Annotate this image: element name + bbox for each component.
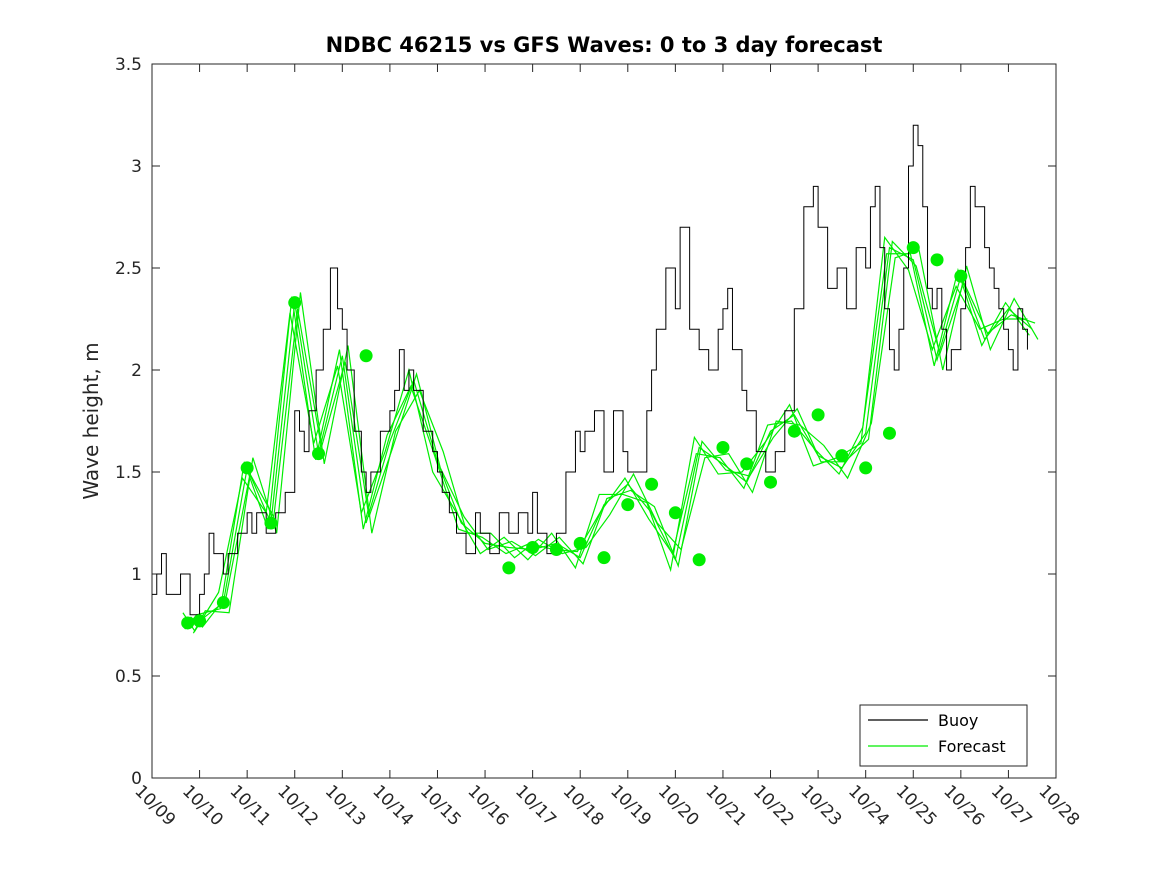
forecast-marker [740, 457, 754, 471]
forecast-marker [811, 408, 825, 422]
forecast-marker [359, 349, 373, 363]
chart-title: NDBC 46215 vs GFS Waves: 0 to 3 day fore… [326, 33, 883, 57]
y-tick-label: 2.5 [115, 259, 142, 279]
forecast-marker [193, 614, 207, 628]
forecast-marker [240, 461, 254, 475]
y-tick-label: 1 [131, 565, 142, 585]
forecast-marker [264, 516, 278, 530]
forecast-marker [764, 475, 778, 489]
legend-box [859, 704, 1028, 767]
buoy-line [152, 124, 1028, 616]
y-tick-label: 3.5 [115, 55, 142, 75]
y-axis-label: Wave height, m [79, 342, 103, 499]
forecast-marker [288, 296, 302, 310]
legend: Buoy Forecast [859, 704, 1028, 767]
y-tick-label: 2 [131, 361, 142, 381]
forecast-marker [549, 543, 563, 557]
forecast-marker [181, 616, 195, 630]
series-layer [152, 124, 1039, 634]
forecast-marker [668, 506, 682, 520]
forecast-marker [954, 269, 968, 283]
forecast-marker [216, 596, 230, 610]
y-axis: 0 0.5 1 1.5 2 2.5 3 3.5 [115, 55, 1056, 789]
forecast-marker [906, 241, 920, 255]
forecast-line [192, 248, 1039, 634]
forecast-marker [573, 536, 587, 550]
forecast-marker [835, 449, 849, 463]
forecast-marker [716, 441, 730, 455]
y-tick-label: 0.5 [115, 667, 142, 687]
forecast-marker [882, 426, 896, 440]
forecast-marker [859, 461, 873, 475]
y-tick-label: 3 [131, 157, 142, 177]
forecast-marker [312, 447, 326, 461]
forecast-marker [787, 424, 801, 438]
legend-buoy-label: Buoy [938, 711, 978, 730]
forecast-marker [645, 477, 659, 491]
forecast-marker [621, 498, 635, 512]
forecast-marker [502, 561, 516, 575]
forecast-marker [692, 553, 706, 567]
forecast-marker [526, 540, 540, 554]
y-tick-label: 1.5 [115, 463, 142, 483]
legend-forecast-label: Forecast [938, 737, 1006, 756]
y-tick-label: 0 [131, 769, 142, 789]
forecast-marker [930, 253, 944, 267]
forecast-line [184, 253, 1030, 630]
forecast-line [182, 235, 1028, 633]
forecast-marker [597, 551, 611, 565]
